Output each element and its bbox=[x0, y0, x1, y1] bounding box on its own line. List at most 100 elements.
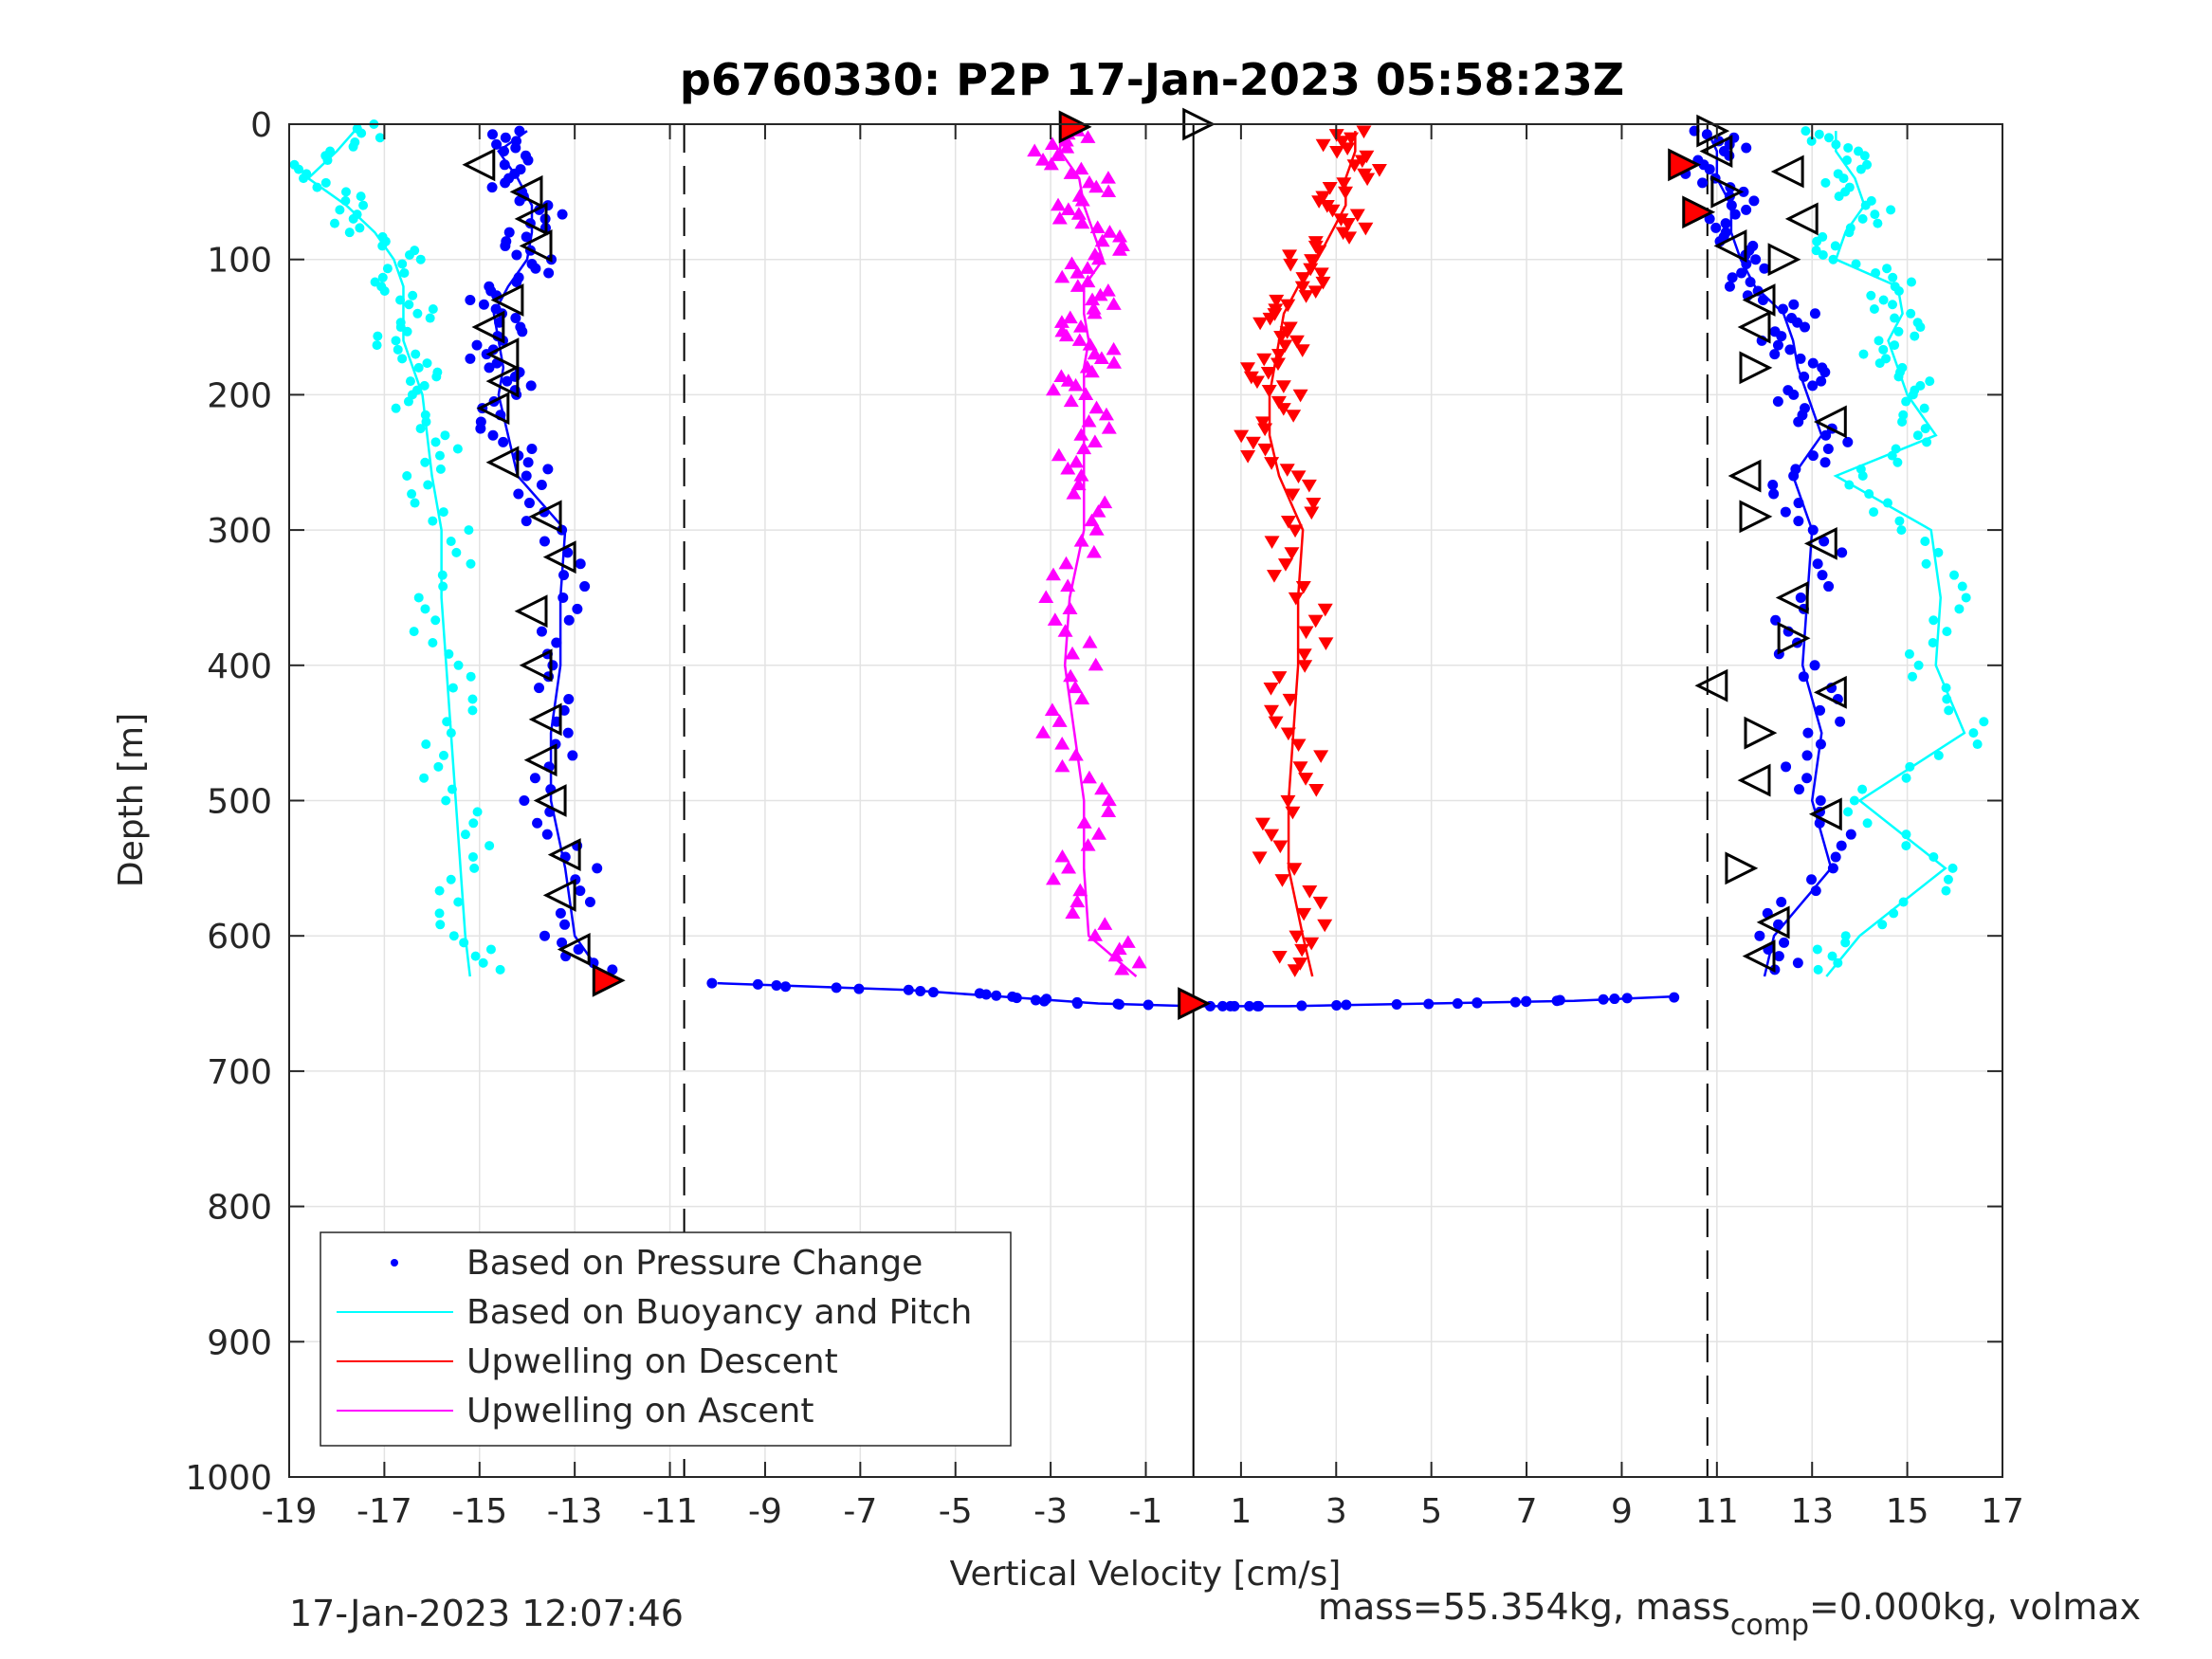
y-tick-label: 100 bbox=[207, 242, 272, 281]
series-point bbox=[1957, 581, 1967, 592]
x-tick-label: 3 bbox=[1325, 1492, 1347, 1531]
series-point bbox=[413, 362, 424, 373]
series-point bbox=[437, 570, 448, 580]
series-point bbox=[377, 272, 388, 283]
series-point bbox=[1087, 305, 1103, 319]
series-point bbox=[1340, 142, 1356, 155]
descent-triangle-marker bbox=[490, 283, 524, 317]
series-point bbox=[1069, 894, 1086, 908]
series-point bbox=[1061, 860, 1077, 874]
series-point bbox=[1792, 957, 1803, 969]
series-point bbox=[1882, 498, 1892, 508]
x-tick-label: -19 bbox=[262, 1492, 318, 1531]
series-point bbox=[1888, 300, 1898, 310]
series-point bbox=[408, 290, 418, 301]
series-point bbox=[442, 717, 452, 727]
series-point bbox=[1097, 495, 1113, 509]
series-point bbox=[1093, 351, 1109, 364]
series-point bbox=[487, 429, 499, 441]
footer-timestamp: 17-Jan-2023 12:07:46 bbox=[289, 1593, 684, 1634]
series-point bbox=[402, 326, 412, 337]
series-point bbox=[1334, 136, 1350, 149]
series-point bbox=[1697, 177, 1709, 189]
series-point bbox=[1301, 479, 1317, 493]
series-point bbox=[1120, 935, 1136, 948]
series-point bbox=[1044, 137, 1060, 151]
series-point bbox=[1819, 536, 1830, 547]
series-point bbox=[1290, 470, 1307, 484]
series-point bbox=[1788, 389, 1800, 400]
series-point bbox=[410, 498, 420, 508]
series-point bbox=[446, 728, 456, 738]
series-point bbox=[543, 267, 555, 279]
series-point bbox=[1322, 181, 1338, 195]
x-tick-label: 13 bbox=[1790, 1492, 1834, 1531]
series-point bbox=[547, 660, 558, 671]
series-point bbox=[1080, 130, 1096, 143]
series-point bbox=[567, 750, 578, 761]
series-point bbox=[521, 231, 532, 243]
series-point bbox=[927, 987, 939, 998]
ascent-triangle-marker bbox=[1777, 621, 1811, 655]
series-point bbox=[1793, 498, 1804, 509]
series-point bbox=[1106, 297, 1122, 310]
series-point bbox=[1329, 145, 1345, 159]
series-point bbox=[1292, 761, 1308, 775]
series-point bbox=[1271, 951, 1288, 964]
series-point bbox=[1768, 488, 1780, 500]
series-point bbox=[1801, 773, 1813, 784]
descent-triangle-marker bbox=[476, 392, 510, 426]
series-point bbox=[1800, 321, 1811, 333]
series-point bbox=[1741, 258, 1752, 269]
series-point bbox=[592, 863, 603, 874]
series-point bbox=[1289, 930, 1305, 944]
series-point bbox=[1296, 907, 1312, 921]
series-point bbox=[1275, 380, 1291, 393]
series-point bbox=[991, 990, 1002, 1001]
series-point bbox=[1818, 249, 1828, 260]
series-point bbox=[1336, 177, 1352, 191]
series-point bbox=[499, 159, 510, 171]
series-point bbox=[511, 276, 522, 287]
series-point bbox=[1901, 841, 1911, 851]
series-point bbox=[438, 750, 448, 760]
series-point bbox=[1092, 287, 1108, 301]
series-point bbox=[539, 536, 550, 547]
series-point bbox=[752, 978, 763, 990]
series-point bbox=[1255, 416, 1271, 429]
x-tick-label: -13 bbox=[547, 1492, 603, 1531]
series-point bbox=[1081, 770, 1097, 784]
series-point bbox=[1795, 353, 1806, 364]
series-point bbox=[391, 336, 401, 346]
series-point bbox=[1961, 592, 1971, 603]
series-point bbox=[1905, 761, 1915, 772]
series-point bbox=[1799, 371, 1810, 382]
series-point bbox=[1289, 335, 1305, 349]
series-point bbox=[1298, 626, 1314, 640]
series-point bbox=[1076, 441, 1092, 455]
series-point bbox=[1302, 885, 1318, 899]
series-point bbox=[1043, 156, 1059, 171]
series-point bbox=[513, 488, 524, 500]
ascent-triangle-marker bbox=[1744, 716, 1778, 750]
series-point bbox=[579, 581, 591, 592]
x-tick-label: -3 bbox=[1033, 1492, 1068, 1531]
series-point bbox=[1057, 624, 1073, 637]
series-point bbox=[1262, 312, 1278, 326]
series-point bbox=[1890, 340, 1900, 351]
series-point bbox=[1060, 202, 1076, 215]
series-point bbox=[1554, 994, 1565, 1006]
y-tick-label: 0 bbox=[250, 106, 272, 145]
series-point bbox=[405, 376, 415, 387]
series-point bbox=[1820, 429, 1832, 441]
series-point bbox=[1084, 513, 1100, 527]
series-point bbox=[375, 133, 385, 143]
series-point bbox=[382, 264, 393, 274]
legend-label: Upwelling on Ascent bbox=[466, 1392, 814, 1431]
series-point bbox=[1979, 717, 1989, 727]
series-point bbox=[1840, 938, 1851, 948]
legend-label: Based on Pressure Change bbox=[466, 1244, 923, 1283]
series-point bbox=[563, 614, 575, 626]
series-point bbox=[1807, 380, 1819, 392]
series-point bbox=[1793, 516, 1804, 527]
